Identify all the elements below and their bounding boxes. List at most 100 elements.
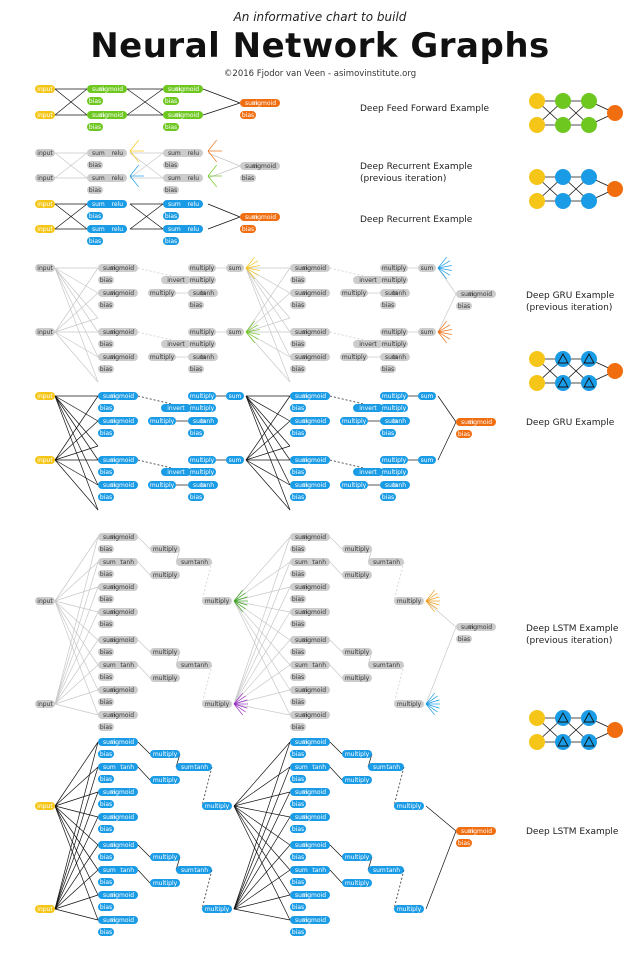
svg-text:sum: sum bbox=[295, 814, 308, 821]
svg-text:sigmoid: sigmoid bbox=[252, 163, 276, 170]
svg-text:sigmoid: sigmoid bbox=[302, 534, 326, 541]
invert-node: invert bbox=[353, 276, 383, 284]
bias-node: bias bbox=[98, 404, 114, 412]
lstm-gate: sum tanh bbox=[98, 763, 138, 771]
svg-text:sum: sum bbox=[103, 393, 116, 400]
svg-text:sum: sum bbox=[245, 214, 258, 221]
multiply-node: multiply bbox=[340, 417, 368, 425]
svg-text:multiply: multiply bbox=[190, 457, 215, 464]
edge bbox=[437, 329, 452, 333]
svg-text:sigmoid: sigmoid bbox=[468, 291, 492, 298]
bias-node: bias bbox=[290, 570, 306, 578]
svg-text:sigmoid: sigmoid bbox=[110, 637, 134, 644]
edge bbox=[437, 331, 451, 340]
edge bbox=[137, 741, 151, 755]
edge bbox=[137, 639, 151, 653]
bias-node: bias bbox=[380, 365, 396, 373]
svg-text:bias: bias bbox=[382, 366, 394, 373]
svg-text:multiply: multiply bbox=[342, 482, 367, 489]
svg-text:sigmoid: sigmoid bbox=[110, 892, 134, 899]
svg-text:sigmoid: sigmoid bbox=[302, 814, 326, 821]
svg-text:bias: bias bbox=[165, 98, 177, 105]
edge bbox=[207, 152, 241, 167]
edge bbox=[245, 256, 255, 269]
svg-text:sum: sum bbox=[421, 457, 434, 464]
hidden-unit: sum relu bbox=[87, 200, 127, 208]
multiply-node: multiply bbox=[342, 674, 372, 682]
svg-text:tanh: tanh bbox=[200, 354, 214, 361]
edge bbox=[233, 692, 243, 705]
svg-text:sigmoid: sigmoid bbox=[110, 917, 134, 924]
edge bbox=[54, 741, 99, 910]
svg-text:multiply: multiply bbox=[345, 854, 370, 861]
mini-network-icon bbox=[529, 351, 623, 391]
svg-text:bias: bias bbox=[292, 596, 304, 603]
svg-text:sigmoid: sigmoid bbox=[302, 609, 326, 616]
svg-text:sum: sum bbox=[92, 150, 105, 157]
bias-node: bias bbox=[98, 800, 114, 808]
input-node: input bbox=[35, 111, 55, 119]
hidden-unit: sum relu bbox=[87, 225, 127, 233]
edge bbox=[54, 741, 99, 807]
edge bbox=[245, 445, 291, 461]
edge bbox=[54, 395, 99, 422]
edge bbox=[207, 139, 217, 152]
edge bbox=[245, 331, 255, 344]
svg-text:multiply: multiply bbox=[345, 777, 370, 784]
svg-text:tanh: tanh bbox=[392, 290, 406, 297]
sum-node: sum bbox=[226, 456, 244, 464]
svg-text:tanh: tanh bbox=[120, 662, 134, 669]
svg-text:sum: sum bbox=[385, 354, 398, 361]
svg-text:sum: sum bbox=[295, 712, 308, 719]
edge bbox=[207, 203, 241, 218]
section-label: Deep Feed Forward Example bbox=[360, 104, 489, 114]
svg-text:bias: bias bbox=[292, 854, 304, 861]
edge bbox=[329, 331, 381, 345]
svg-text:bias: bias bbox=[292, 405, 304, 412]
sum-tanh-node: sum tanh bbox=[368, 661, 404, 669]
multiply-node: multiply bbox=[342, 750, 372, 758]
multiply-node: multiply bbox=[148, 417, 176, 425]
bias-node: bias bbox=[290, 928, 306, 936]
svg-text:sigmoid: sigmoid bbox=[110, 354, 134, 361]
svg-text:sum: sum bbox=[103, 584, 116, 591]
section-label: Deep LSTM Example bbox=[526, 624, 619, 634]
svg-text:sum: sum bbox=[103, 764, 116, 771]
svg-text:sum: sum bbox=[103, 917, 116, 924]
svg-text:sum: sum bbox=[295, 329, 308, 336]
svg-text:sigmoid: sigmoid bbox=[175, 112, 199, 119]
edge bbox=[425, 589, 435, 602]
edge bbox=[329, 664, 343, 679]
edge bbox=[437, 267, 451, 276]
lstm-gate: sum tanh bbox=[290, 661, 330, 669]
multiply-node: multiply bbox=[340, 289, 368, 297]
svg-text:sigmoid: sigmoid bbox=[468, 828, 492, 835]
svg-text:bias: bias bbox=[292, 699, 304, 706]
multiply-node: multiply bbox=[150, 648, 180, 656]
edge bbox=[233, 586, 291, 705]
svg-text:relu: relu bbox=[112, 201, 124, 208]
svg-text:bias: bias bbox=[292, 302, 304, 309]
svg-text:bias: bias bbox=[100, 596, 112, 603]
edge bbox=[329, 561, 343, 576]
edge bbox=[233, 561, 291, 705]
sum-tanh-node: sum tanh bbox=[176, 763, 212, 771]
svg-text:bias: bias bbox=[100, 546, 112, 553]
svg-text:bias: bias bbox=[292, 571, 304, 578]
svg-text:sum: sum bbox=[168, 201, 181, 208]
sum-tanh-node: sum tanh bbox=[176, 558, 212, 566]
svg-text:sum: sum bbox=[295, 789, 308, 796]
hidden-unit: sum relu bbox=[87, 149, 127, 157]
svg-text:sum: sum bbox=[168, 175, 181, 182]
svg-text:multiply: multiply bbox=[153, 751, 178, 758]
edge bbox=[54, 395, 99, 447]
